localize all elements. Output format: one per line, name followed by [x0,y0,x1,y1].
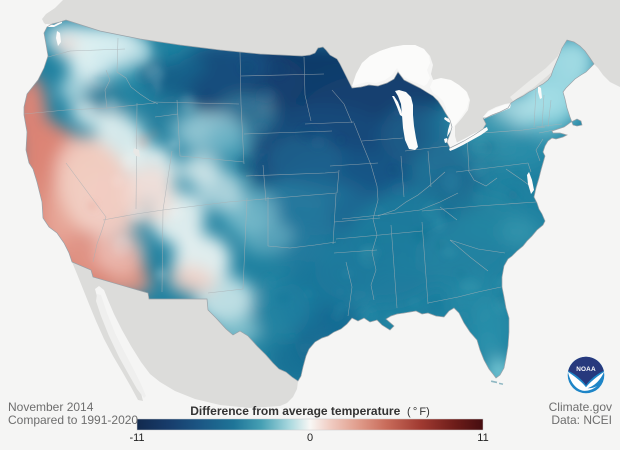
svg-text:NOAA: NOAA [576,366,596,373]
